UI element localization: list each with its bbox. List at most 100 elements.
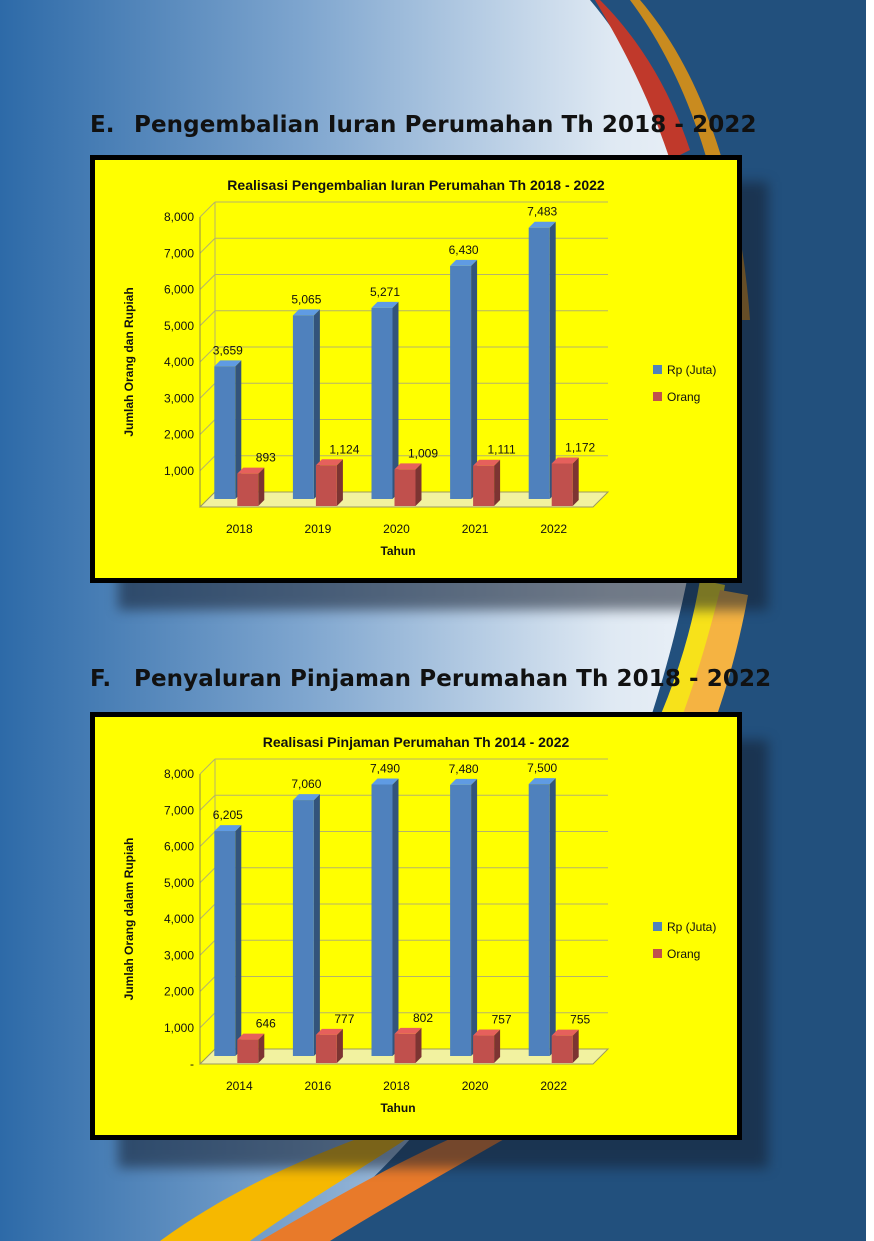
bar-rp-juta [528, 221, 556, 499]
bar-top [237, 1033, 265, 1040]
bar-front [551, 1035, 573, 1063]
chart-1-svg: Realisasi Pengembalian Iuran Perumahan T… [122, 177, 716, 558]
bar-top [528, 778, 556, 785]
x-tick-label: 2016 [305, 1079, 332, 1093]
x-axis-title: Tahun [380, 544, 415, 558]
data-label: 6,430 [449, 243, 479, 257]
bar-rp-juta [214, 360, 242, 499]
bar-rp-juta [292, 794, 320, 1056]
chart-title: Realisasi Pengembalian Iuran Perumahan T… [227, 177, 605, 193]
y-tick-label: 1,000 [164, 1021, 194, 1035]
bar-front [394, 469, 416, 506]
y-tick-label: 7,000 [164, 803, 194, 817]
x-tick-label: 2019 [305, 522, 332, 536]
bar-front [315, 1034, 337, 1063]
bar-side [494, 1029, 501, 1063]
data-label: 7,483 [527, 205, 557, 219]
bar-front [450, 784, 472, 1056]
gridline-depth [199, 455, 216, 472]
bar-top [237, 467, 265, 474]
y-tick-label: - [190, 1057, 194, 1071]
y-tick-label: 5,000 [164, 319, 194, 333]
chart-1-container: Realisasi Pengembalian Iuran Perumahan T… [90, 155, 742, 583]
gridline-depth [199, 1012, 216, 1029]
bar-side [313, 794, 320, 1056]
x-tick-label: 2018 [226, 522, 253, 536]
bar-front [528, 784, 550, 1056]
data-label: 7,500 [527, 761, 557, 775]
data-label: 7,060 [291, 777, 321, 791]
bar-top [292, 309, 320, 316]
bar-front [551, 463, 573, 506]
bar-top [528, 221, 556, 228]
bar-top [551, 457, 579, 464]
data-label: 1,111 [487, 443, 516, 457]
y-tick-label: 6,000 [164, 840, 194, 854]
bar-top [214, 360, 242, 367]
bar-rp-juta [371, 778, 399, 1056]
data-label: 3,659 [213, 343, 243, 357]
y-tick-label: 8,000 [164, 210, 194, 224]
bar-orang [237, 1033, 265, 1063]
bar-orang [394, 463, 422, 506]
bar-top [315, 459, 343, 466]
bar-rp-juta [371, 301, 399, 499]
x-tick-label: 2020 [383, 522, 410, 536]
legend-swatch-rp [653, 922, 662, 931]
bar-front [473, 465, 495, 506]
bar-top [473, 1029, 501, 1036]
gridline-depth [199, 419, 216, 435]
y-axis-title: Jumlah Orang dan Rupiah [122, 287, 136, 436]
bar-side [235, 825, 242, 1056]
gridline-depth [199, 939, 216, 956]
bar-front [394, 1033, 416, 1063]
x-tick-label: 2022 [540, 1079, 567, 1093]
gridline-depth [199, 274, 216, 290]
bar-side [572, 457, 579, 506]
bar-top [394, 1027, 422, 1034]
bar-front [315, 465, 337, 506]
bar-rp-juta [450, 259, 478, 499]
bar-orang [394, 1027, 422, 1063]
legend-swatch-rp [653, 365, 662, 374]
data-label: 1,172 [565, 441, 595, 455]
legend-label-rp: Rp (Juta) [667, 363, 716, 377]
y-tick-label: 1,000 [164, 464, 194, 478]
y-tick-label: 6,000 [164, 283, 194, 297]
bar-top [450, 778, 478, 785]
y-axis-title: Jumlah Orang dalam Rupiah [122, 838, 136, 1001]
data-label: 802 [413, 1011, 433, 1025]
bar-side [415, 1027, 422, 1063]
gridline-depth [199, 831, 216, 847]
bar-front [237, 1039, 259, 1063]
y-tick-label: 2,000 [164, 985, 194, 999]
data-label: 893 [256, 451, 276, 465]
bar-front [528, 227, 550, 499]
legend-label-orang: Orang [667, 947, 700, 961]
section-title-f: Penyaluran Pinjaman Perumahan Th 2018 - … [134, 666, 772, 692]
gridline-depth [199, 382, 216, 399]
gridline-depth [199, 903, 216, 920]
gridline-depth [199, 346, 216, 363]
data-label: 5,271 [370, 285, 400, 299]
x-tick-label: 2020 [462, 1079, 489, 1093]
x-tick-label: 2021 [462, 522, 489, 536]
bar-top [315, 1028, 343, 1035]
bar-side [336, 459, 343, 506]
bar-front [450, 265, 472, 499]
bar-rp-juta [528, 778, 556, 1056]
data-label: 7,490 [370, 761, 400, 775]
bar-front [214, 366, 236, 499]
data-label: 755 [570, 1013, 590, 1027]
bar-side [336, 1028, 343, 1063]
bar-side [471, 259, 478, 499]
bar-top [371, 778, 399, 785]
bar-side [313, 309, 320, 499]
legend-label-orang: Orang [667, 390, 700, 404]
y-tick-label: 7,000 [164, 246, 194, 260]
y-tick-label: 4,000 [164, 355, 194, 369]
x-tick-label: 2014 [226, 1079, 253, 1093]
bar-rp-juta [292, 309, 320, 499]
bar-side [572, 1029, 579, 1063]
bar-front [473, 1035, 495, 1063]
